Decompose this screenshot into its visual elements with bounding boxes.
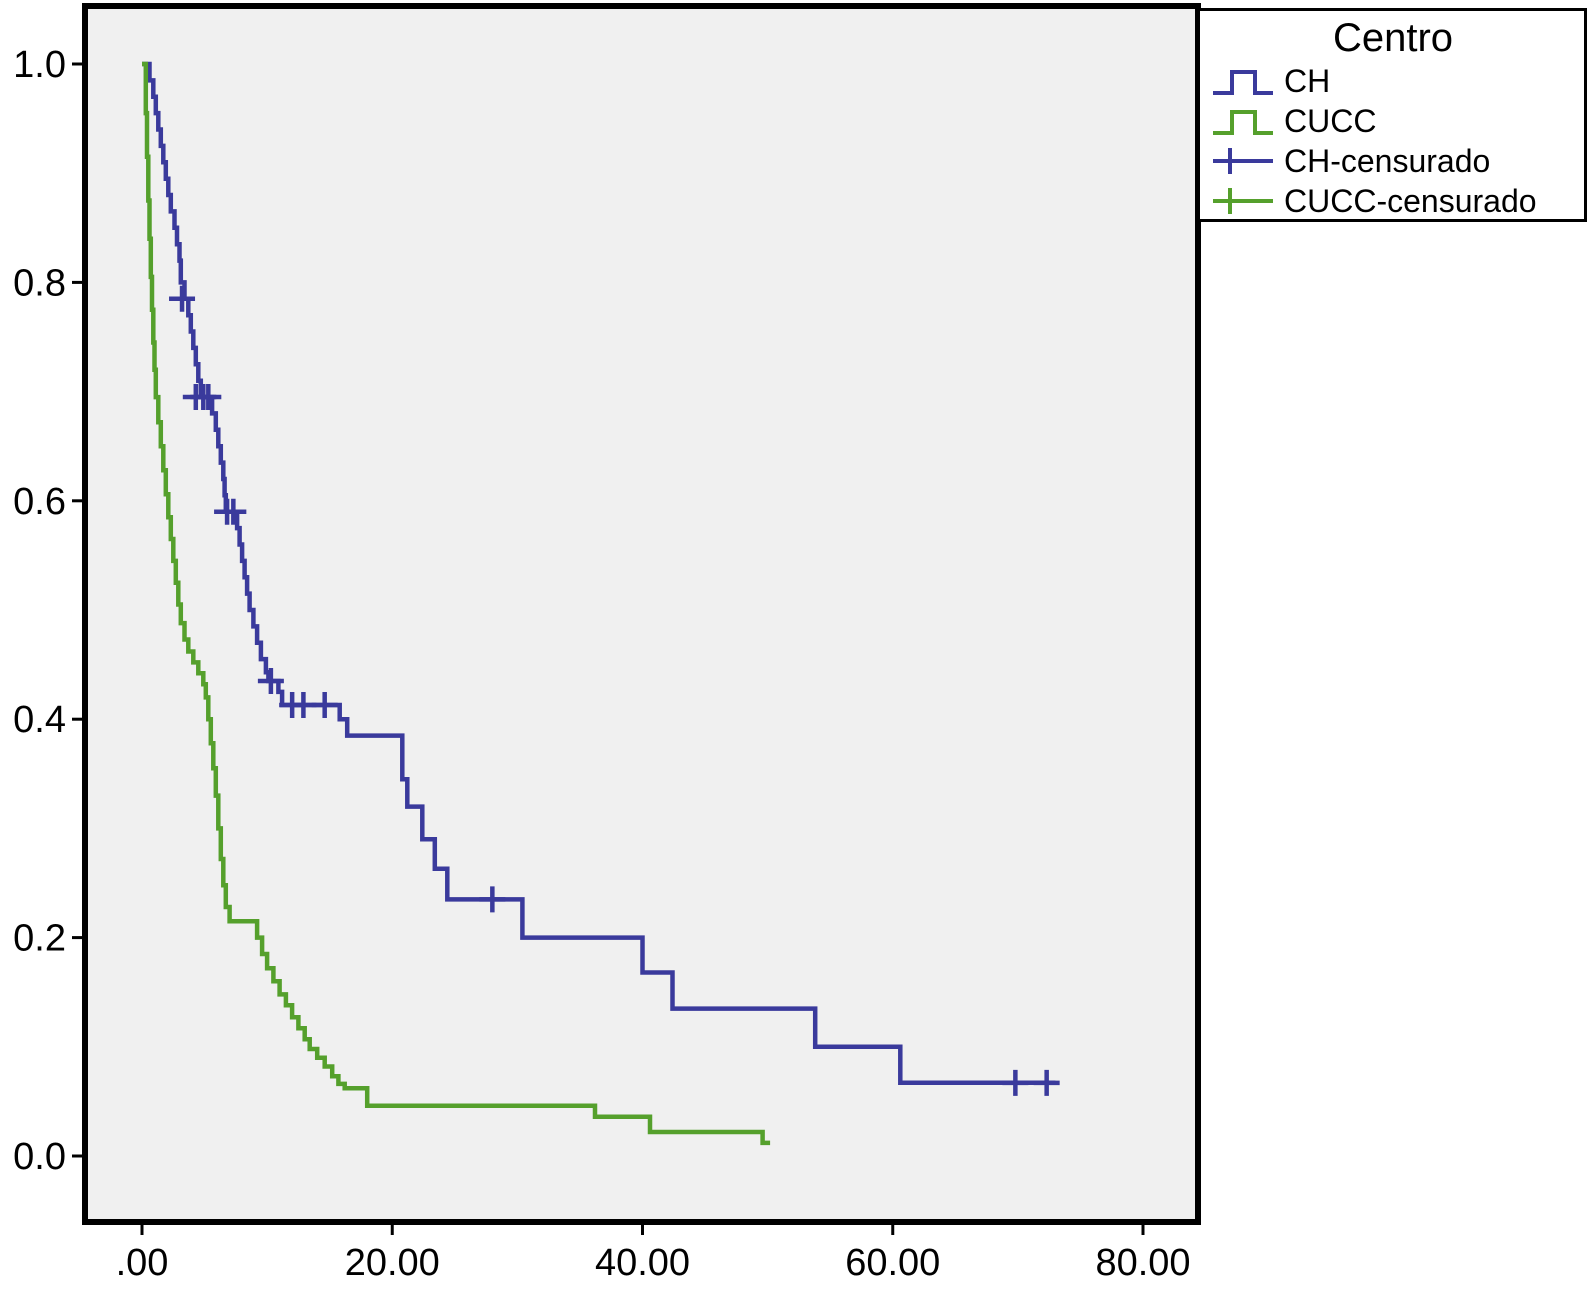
legend-item-cucc: CUCC — [1210, 101, 1576, 141]
y-tick-label: 0.8 — [13, 262, 66, 304]
plot-area — [85, 6, 1198, 1222]
y-tick-label: 0.4 — [13, 699, 66, 741]
censor-mark-ch — [479, 886, 506, 913]
censor-mark-ch — [1033, 1069, 1060, 1096]
ch-censored-symbol — [1213, 148, 1273, 174]
censor-mark-ch — [257, 667, 284, 694]
censor-mark-ch — [195, 384, 222, 411]
cucc-censored-symbol — [1213, 188, 1273, 214]
legend-item-cucc-censored: CUCC-censurado — [1210, 181, 1576, 221]
survival-curve-cucc — [142, 61, 771, 1146]
censor-mark-ch — [1002, 1069, 1029, 1096]
cucc-line-symbol — [1213, 110, 1273, 135]
x-tick-label: .00 — [116, 1242, 169, 1284]
legend-item-label: CH — [1284, 63, 1331, 99]
y-tick-label: 1.0 — [13, 44, 66, 86]
censor-mark-ch — [311, 692, 338, 719]
legend-title: Centro — [1332, 16, 1454, 60]
x-tick-label: 80.00 — [1095, 1242, 1190, 1284]
legend-item-label: CH-censurado — [1284, 143, 1491, 179]
legend-item-ch-censored: CH-censurado — [1210, 141, 1576, 181]
y-tick-label: 0.6 — [13, 481, 66, 523]
legend-item-ch: CH — [1210, 61, 1576, 101]
legend: Centro CH CUCC CH-censurado — [1197, 8, 1587, 222]
x-tick-label: 60.00 — [845, 1242, 940, 1284]
legend-item-label: CUCC — [1284, 103, 1377, 139]
censor-mark-ch — [169, 285, 196, 312]
x-tick-label: 40.00 — [595, 1242, 690, 1284]
survival-curve-ch — [142, 61, 1056, 1086]
ch-line-symbol — [1213, 70, 1273, 95]
x-tick-label: 20.00 — [345, 1242, 440, 1284]
censor-mark-ch — [220, 498, 247, 525]
y-tick-label: 0.0 — [13, 1136, 66, 1178]
legend-item-label: CUCC-censurado — [1284, 183, 1537, 219]
y-tick-label: 0.2 — [13, 918, 66, 960]
